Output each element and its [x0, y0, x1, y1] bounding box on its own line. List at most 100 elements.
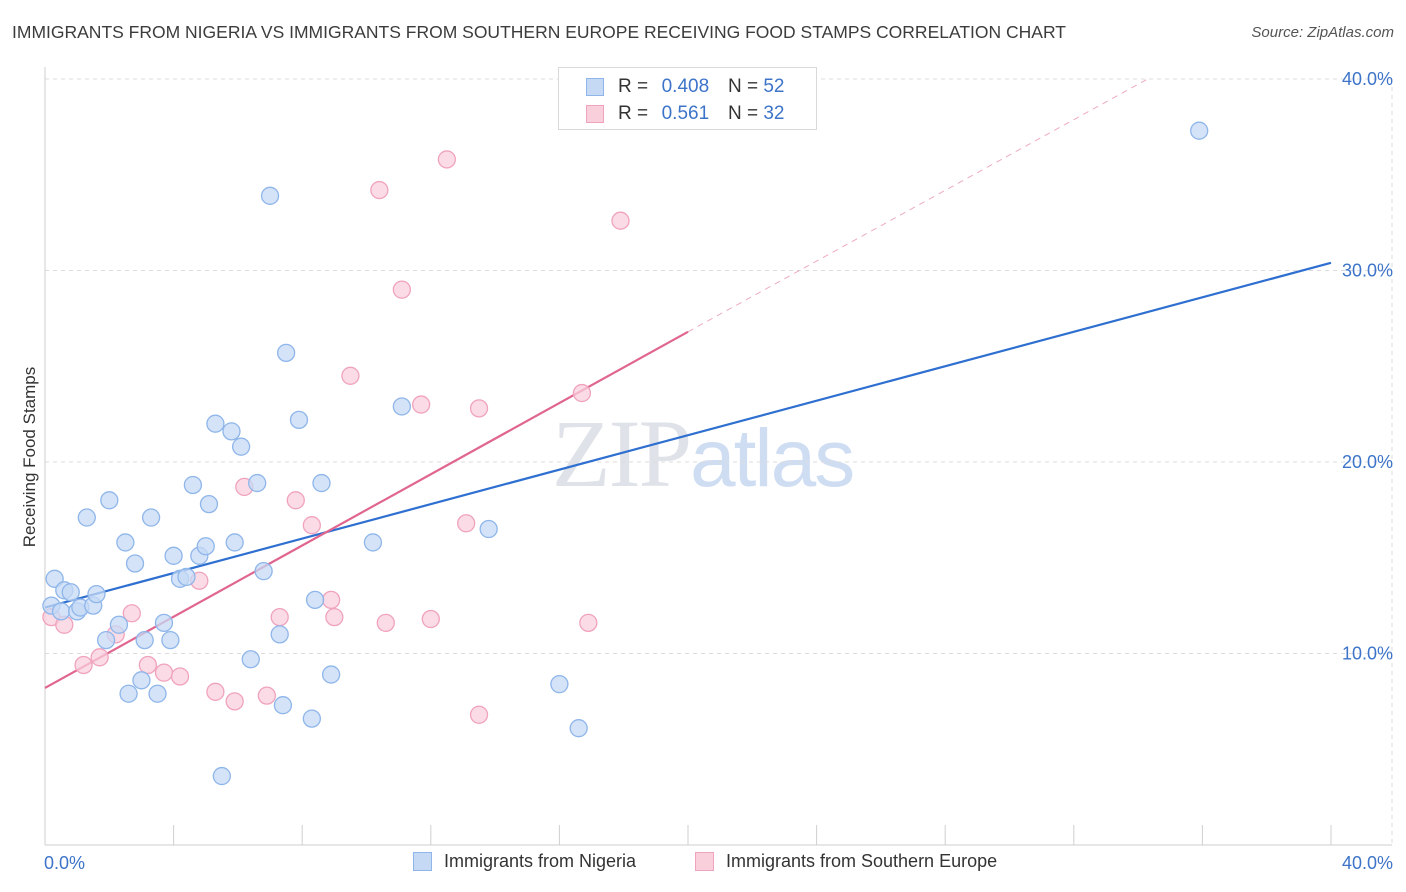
chart-title: IMMIGRANTS FROM NIGERIA VS IMMIGRANTS FR…	[12, 22, 1066, 42]
legend-n-value: 52	[763, 76, 785, 97]
scatter-point	[212, 766, 231, 786]
scatter-point	[321, 665, 341, 684]
scatter-point	[312, 473, 331, 493]
axes	[44, 67, 1392, 846]
series-legend-nigeria: Immigrants from Nigeria	[413, 851, 636, 872]
scatter-point	[119, 684, 138, 703]
scatter-point	[392, 397, 412, 416]
legend-swatch-nigeria	[586, 78, 604, 96]
scatter-point	[222, 422, 241, 441]
y-tick-label: 40.0%	[1342, 69, 1393, 89]
scatter-point	[248, 473, 267, 493]
source-label: Source:	[1251, 24, 1304, 41]
y-tick-label: 10.0%	[1342, 644, 1393, 664]
scatter-point	[87, 584, 106, 604]
y-tick-label: 20.0%	[1342, 452, 1393, 472]
legend-swatch-southern-europe	[586, 105, 604, 123]
legend-n-label: N =	[727, 76, 759, 97]
scatter-point	[376, 613, 395, 633]
scatter-point	[479, 519, 498, 539]
scatter-point	[125, 554, 145, 573]
scatter-point	[392, 280, 412, 299]
scatter-point	[225, 692, 244, 711]
scatter-point	[286, 491, 305, 510]
trend-line	[44, 261, 1332, 609]
legend-n-label: N =	[727, 103, 759, 124]
series-swatch-nigeria	[413, 852, 432, 871]
scatter-point	[270, 607, 289, 627]
scatter-point	[100, 491, 119, 510]
legend-row-southern-europe: R = 0.561 N = 32	[586, 101, 784, 127]
scatter-point	[276, 343, 296, 362]
scatter-point	[61, 583, 80, 602]
tick-labels: 10.0% 20.0% 30.0% 40.0% 0.0% 40.0%	[44, 69, 1393, 873]
scatter-point	[572, 383, 592, 403]
scatter-point	[141, 508, 161, 527]
scatter-point	[457, 514, 476, 533]
scatter-point	[569, 719, 588, 738]
x-tick-label-max: 40.0%	[1342, 853, 1393, 873]
scatter-point	[138, 655, 158, 675]
scatter-point	[437, 150, 457, 169]
scatter-point	[132, 671, 151, 690]
scatter-point	[611, 211, 630, 230]
scatter-point	[170, 667, 190, 686]
scatter-point	[289, 410, 309, 430]
scatter-point	[122, 604, 141, 623]
scatter-point	[109, 615, 129, 634]
scatter-point	[116, 533, 135, 552]
scatter-point	[148, 684, 167, 703]
scatter-point	[579, 613, 598, 633]
series-name-nigeria: Immigrants from Nigeria	[444, 851, 637, 871]
scatter-point	[196, 537, 215, 556]
scatter-point	[161, 630, 180, 650]
legend-r-value: 0.561	[661, 103, 710, 124]
scatter-point	[96, 630, 116, 650]
scatter-point	[270, 625, 289, 644]
scatter-point	[305, 590, 325, 610]
scatter-point	[469, 399, 489, 418]
scatter-point	[225, 533, 244, 552]
legend-n-value: 32	[763, 103, 785, 124]
series-swatch-southern-europe	[695, 852, 714, 871]
scatter-point	[183, 475, 203, 495]
scatter-point	[135, 630, 154, 650]
y-tick-label: 30.0%	[1342, 261, 1393, 281]
series-legend-southern-europe: Immigrants from Southern Europe	[695, 851, 997, 872]
scatter-point	[154, 613, 174, 633]
series-name-southern-europe: Immigrants from Southern Europe	[726, 851, 998, 871]
scatter-point	[51, 602, 71, 621]
source-credit: Source: ZipAtlas.com	[1251, 24, 1394, 41]
scatter-point	[90, 648, 109, 667]
source-name: ZipAtlas.com	[1307, 24, 1394, 41]
legend-r-label: R =	[618, 103, 649, 124]
legend-r-label: R =	[618, 76, 649, 97]
scatter-point	[77, 508, 96, 527]
scatter-point	[550, 674, 569, 694]
scatter-point	[177, 567, 196, 587]
scatter-point	[321, 590, 341, 610]
scatter-point	[302, 516, 321, 535]
scatter-point	[363, 533, 383, 552]
scatter-point	[469, 705, 489, 724]
scatter-point	[1190, 121, 1209, 140]
scatter-point	[241, 650, 260, 669]
scatter-point	[421, 609, 440, 629]
scatter-point	[231, 437, 251, 456]
legend-r-value: 0.408	[661, 76, 710, 97]
gridlines	[45, 78, 1393, 845]
stats-legend: R = 0.408 N = 52 R = 0.561 N = 32	[558, 67, 817, 130]
legend-row-nigeria: R = 0.408 N = 52	[586, 74, 784, 100]
scatter-point	[199, 494, 219, 514]
scatter-point	[74, 655, 93, 675]
scatter-point	[206, 682, 225, 701]
trend-lines	[44, 78, 1332, 689]
scatter-point	[254, 562, 273, 581]
scatter-point	[302, 709, 321, 728]
scatter-point	[164, 546, 183, 565]
scatter-point	[325, 607, 344, 627]
scatter-point	[257, 686, 276, 705]
scatter-point	[206, 414, 225, 433]
x-tick-label-min: 0.0%	[44, 853, 85, 873]
